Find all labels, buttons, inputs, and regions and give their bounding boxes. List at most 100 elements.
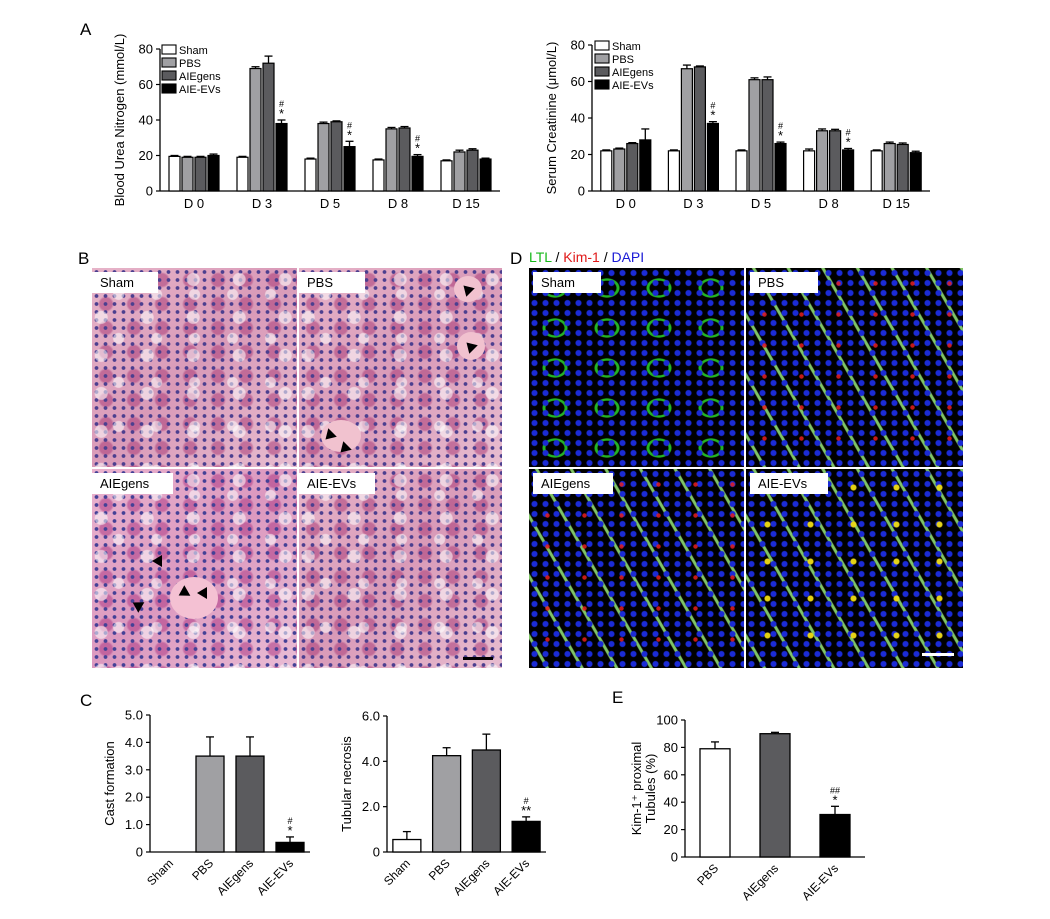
panel-label-e: E (612, 688, 624, 707)
y-tick-label: 20 (664, 822, 678, 837)
bar (440, 160, 453, 192)
x-tick-label: AIEgens (739, 861, 781, 903)
bar (699, 748, 731, 858)
x-tick-label: D 15 (882, 196, 909, 211)
x-tick-label: D 5 (320, 196, 340, 211)
legend-swatch (594, 53, 610, 64)
bar (304, 158, 317, 192)
significance-hash: ## (830, 785, 840, 795)
x-tick-label: D 0 (616, 196, 636, 211)
he-image-aiegens: AIEgens (92, 469, 297, 668)
x-tick-label: AIEgens (214, 856, 256, 898)
y-tick-label: 80 (139, 42, 153, 57)
if-image-sham: Sham (529, 268, 744, 467)
significance-hash: # (279, 99, 284, 109)
bar (249, 67, 262, 192)
he-label-aie-evs: AIE-EVs (299, 473, 375, 494)
title-ltl: LTL (529, 249, 552, 265)
he-image-pbs: PBS (299, 268, 502, 467)
y-tick-label: 40 (664, 795, 678, 810)
bar (262, 62, 275, 192)
bar (883, 142, 896, 192)
bar (236, 156, 249, 192)
if-image-aie-evs: AIE-EVs (746, 469, 963, 668)
title-dapi: DAPI (611, 249, 645, 265)
if-image-pbs: PBS (746, 268, 963, 467)
significance-star: ** (521, 803, 531, 818)
cast-blob (457, 332, 485, 360)
y-axis-label: Kim-1⁺ proximal (629, 742, 644, 836)
bar (759, 733, 791, 858)
arrowhead-icon (152, 555, 162, 567)
x-tick-label: AIE-EVs (799, 861, 841, 903)
if-label-sham: Sham (533, 272, 601, 293)
bar (896, 143, 909, 192)
x-tick-label: PBS (426, 856, 453, 883)
significance-hash: # (287, 816, 292, 826)
x-tick-label: D 8 (818, 196, 838, 211)
x-tick-label: AIEgens (451, 856, 493, 898)
bar (667, 150, 681, 192)
y-tick-label: 0 (136, 845, 143, 860)
bar (735, 150, 748, 192)
significance-hash: # (415, 134, 420, 144)
significance-hash: # (710, 101, 715, 111)
y-tick-label: 60 (139, 77, 153, 92)
y-tick-label: 40 (571, 111, 585, 126)
legend-label: AIE-EVs (179, 84, 221, 96)
bar (207, 154, 220, 192)
legend-swatch (161, 57, 177, 68)
legend-label: Sham (179, 45, 208, 57)
y-tick-label: 3.0 (125, 762, 143, 777)
scale-bar (922, 653, 954, 656)
y-axis-label: Cast formation (102, 741, 117, 826)
bar (330, 121, 343, 192)
bar (774, 142, 787, 192)
he-image-sham: Sham (92, 268, 297, 467)
legend-label: Sham (612, 41, 641, 53)
significance-star: * (279, 106, 284, 121)
bar (385, 128, 398, 192)
legend-label: PBS (179, 58, 201, 70)
bar (466, 149, 479, 192)
he-label-pbs: PBS (299, 272, 365, 293)
x-tick-label: D 3 (683, 196, 703, 211)
if-label-pbs: PBS (750, 272, 818, 293)
bar (639, 139, 652, 192)
bar (411, 155, 424, 192)
he-label-sham: Sham (92, 272, 158, 293)
y-axis-label: Tubules (%) (643, 754, 658, 824)
bar (275, 122, 288, 192)
bar (398, 127, 411, 192)
y-tick-label: 20 (571, 147, 585, 162)
y-tick-label: 4.0 (362, 754, 380, 769)
y-tick-label: 20 (139, 148, 153, 163)
bar (181, 156, 194, 192)
y-tick-label: 2.0 (125, 790, 143, 805)
bar (626, 142, 639, 192)
bar (802, 150, 816, 192)
x-tick-label: AIE-EVs (490, 856, 532, 898)
bar (841, 149, 855, 192)
panel-label-a: A (80, 20, 92, 39)
y-tick-label: 40 (139, 113, 153, 128)
bar (235, 755, 265, 853)
cast-blob (170, 577, 218, 619)
bar (693, 66, 707, 192)
y-tick-label: 6.0 (362, 709, 380, 724)
x-tick-label: D 0 (184, 196, 204, 211)
y-tick-label: 60 (571, 74, 585, 89)
panel-label-d: D (510, 249, 523, 268)
he-image-aie-evs: AIE-EVs (299, 469, 502, 668)
y-tick-label: 0 (578, 184, 585, 199)
y-tick-label: 80 (664, 740, 678, 755)
bar (168, 155, 181, 192)
x-tick-label: D 8 (388, 196, 408, 211)
bar (761, 79, 774, 192)
legend-swatch (594, 66, 610, 77)
x-tick-label: Sham (144, 856, 176, 888)
if-label-aiegens: AIEgens (533, 473, 613, 494)
x-tick-label: D 3 (252, 196, 272, 211)
significance-hash: # (347, 120, 352, 130)
y-tick-label: 2.0 (362, 799, 380, 814)
